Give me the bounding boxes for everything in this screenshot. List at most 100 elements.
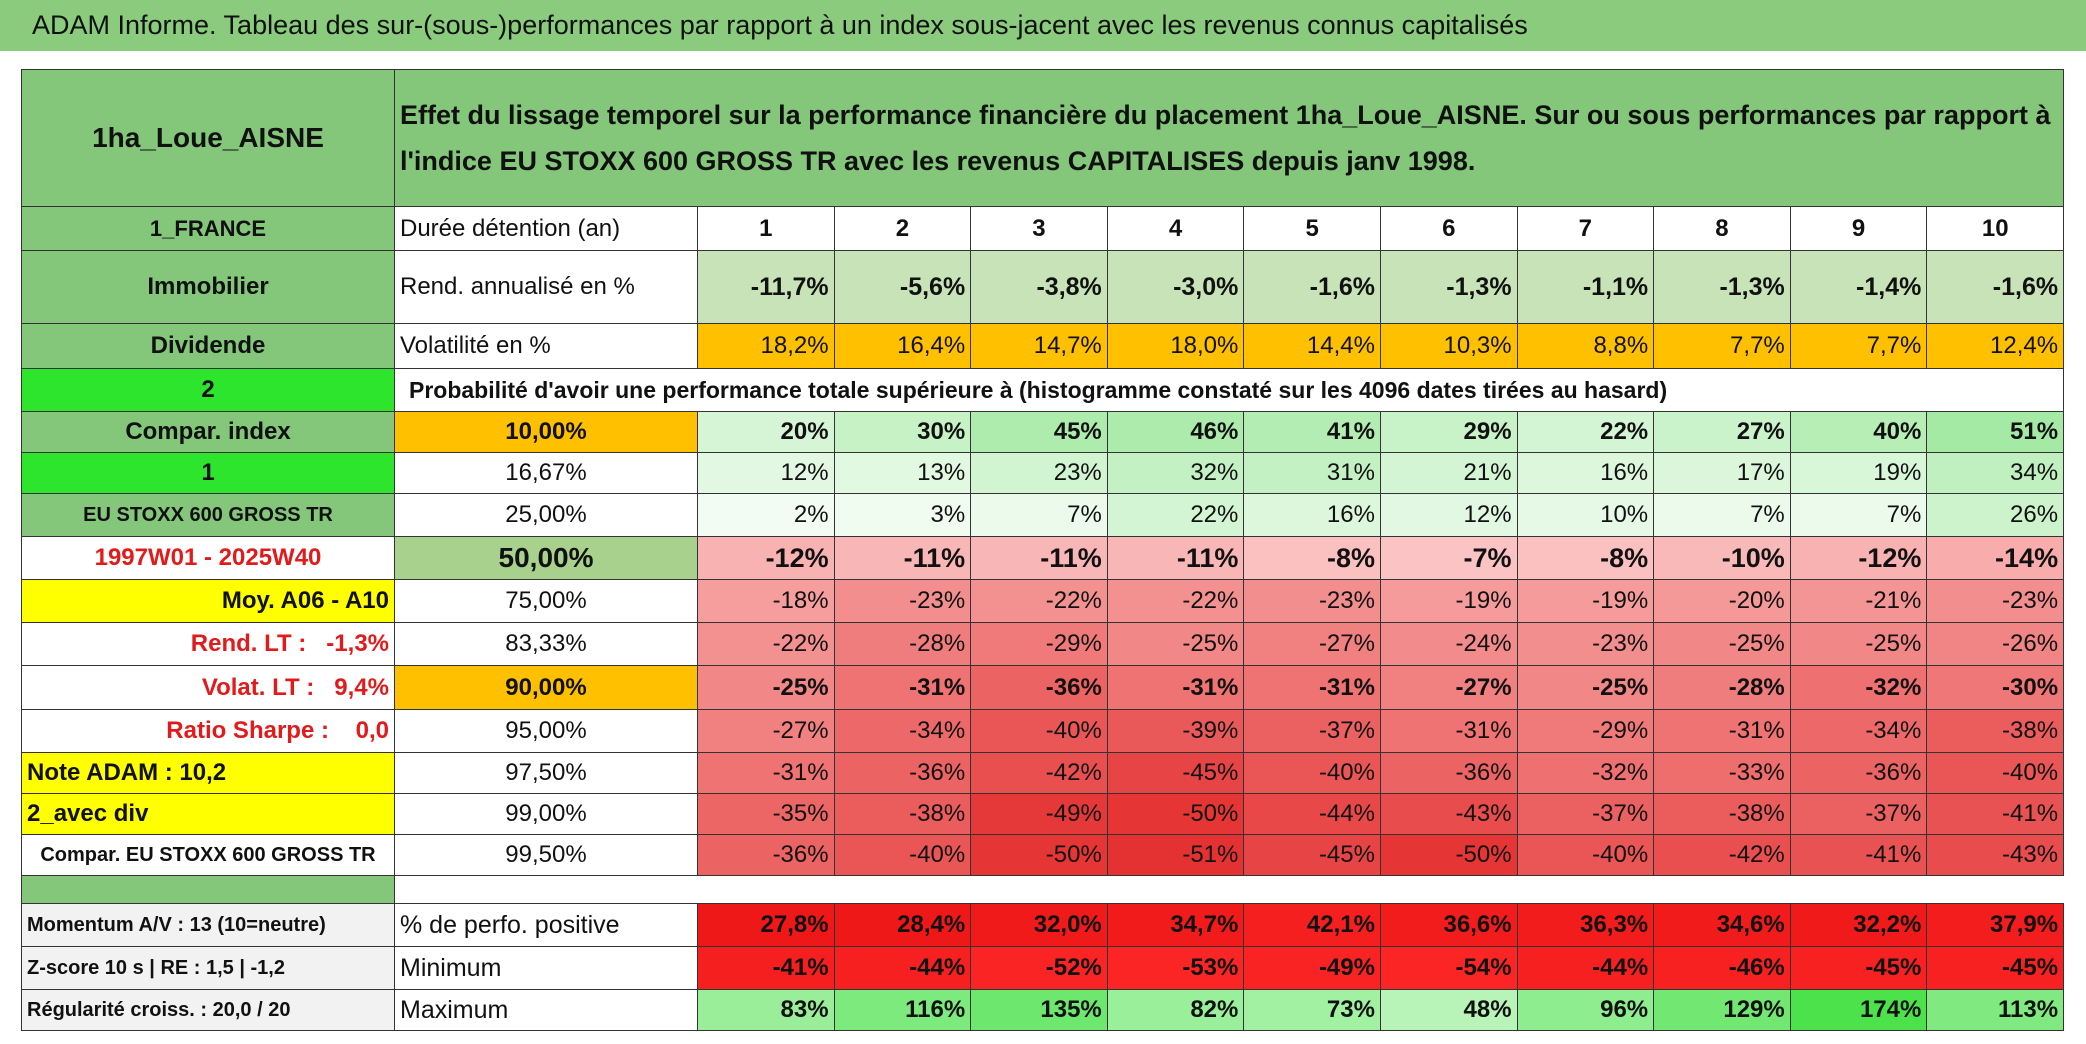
value-cell: -40% xyxy=(1516,834,1655,876)
value-cell: 51% xyxy=(1926,411,2065,453)
row-level: 99,50% xyxy=(394,834,698,876)
value-cell: -42% xyxy=(1653,834,1791,876)
row-label: Rend. LT : -1,3% xyxy=(21,622,395,666)
value-cell: 116% xyxy=(833,989,972,1031)
value-cell: -49% xyxy=(1243,946,1381,990)
value-cell: -1,3% xyxy=(1379,250,1518,324)
value-cell: -25% xyxy=(1516,665,1655,710)
value-cell: -26% xyxy=(1926,622,2065,666)
value-cell: -28% xyxy=(833,622,972,666)
spacer xyxy=(21,875,395,904)
value-cell: 28,4% xyxy=(833,903,972,947)
value-cell: 135% xyxy=(970,989,1108,1031)
row-level: 97,50% xyxy=(394,752,698,794)
value-cell: 82% xyxy=(1106,989,1245,1031)
value-cell: -42% xyxy=(970,752,1108,794)
value-cell: 6 xyxy=(1379,206,1518,251)
value-cell: 129% xyxy=(1653,989,1791,1031)
row-label: Volat. LT : 9,4% xyxy=(21,665,395,710)
value-cell: -43% xyxy=(1379,793,1518,835)
value-cell: -43% xyxy=(1926,834,2065,876)
value-cell: -1,1% xyxy=(1516,250,1655,324)
value-cell: 19% xyxy=(1789,452,1928,494)
value-cell: -5,6% xyxy=(833,250,972,324)
footer-measure: Minimum xyxy=(394,946,698,990)
value-cell: 13% xyxy=(833,452,972,494)
value-cell: -31% xyxy=(833,665,972,710)
row-label: 1 xyxy=(21,452,395,494)
value-cell: -25% xyxy=(1653,622,1791,666)
value-cell: -40% xyxy=(970,709,1108,753)
table-row: Ratio Sharpe : 0,0 95,00% -27% -34% -40% -39%… xyxy=(21,709,2065,753)
value-cell: 10% xyxy=(1516,493,1655,537)
footer-measure: % de perfo. positive xyxy=(394,903,698,947)
row-level: 99,00% xyxy=(394,793,698,835)
value-cell: -22% xyxy=(697,622,835,666)
value-cell: -45% xyxy=(1789,946,1928,990)
row-label: EU STOXX 600 GROSS TR xyxy=(21,493,395,537)
value-cell: 31% xyxy=(1243,452,1381,494)
value-cell: -28% xyxy=(1653,665,1791,710)
header-text: Effet du lissage temporel sur la perform… xyxy=(393,69,2065,207)
value-cell: -51% xyxy=(1106,834,1245,876)
value-cell: -1,3% xyxy=(1653,250,1791,324)
value-cell: -36% xyxy=(833,752,972,794)
value-cell: 12% xyxy=(697,452,835,494)
row-level: 83,33% xyxy=(394,622,698,666)
value-cell: 29% xyxy=(1379,411,1518,453)
row-label: Ratio Sharpe : 0,0 xyxy=(21,709,395,753)
value-cell: 10,3% xyxy=(1379,323,1518,369)
value-cell: -46% xyxy=(1653,946,1791,990)
value-cell: 26% xyxy=(1926,493,2065,537)
value-cell: 27,8% xyxy=(697,903,835,947)
row-level: 75,00% xyxy=(394,579,698,623)
value-cell: -31% xyxy=(1379,709,1518,753)
value-cell: -40% xyxy=(1243,752,1381,794)
row-level: 16,67% xyxy=(394,452,698,494)
value-cell: 21% xyxy=(1379,452,1518,494)
value-cell: -49% xyxy=(970,793,1108,835)
value-cell: -12% xyxy=(1789,536,1928,580)
value-cell: -27% xyxy=(1379,665,1518,710)
value-cell: 8,8% xyxy=(1516,323,1655,369)
row-label: Compar. index xyxy=(21,411,395,453)
value-cell: -50% xyxy=(970,834,1108,876)
row-level: 90,00% xyxy=(394,665,698,710)
value-cell: -7% xyxy=(1379,536,1518,580)
value-cell: -44% xyxy=(1243,793,1381,835)
row-level: 50,00% xyxy=(394,536,698,580)
table-row: 2_avec div 99,00% -35% -38% -49% -50% -44% -43%… xyxy=(21,793,2065,835)
value-cell: 18,2% xyxy=(697,323,835,369)
value-cell: -29% xyxy=(970,622,1108,666)
value-cell: -41% xyxy=(1789,834,1928,876)
table-row: 1ha_Loue_AISNE Effet du lissage temporel … xyxy=(21,69,2065,207)
table-row: Note ADAM : 10,2 97,50% -31% -36% -42% -45% -4… xyxy=(21,752,2065,794)
value-cell: -22% xyxy=(1106,579,1245,623)
row-label: 2_avec div xyxy=(21,793,395,835)
value-cell: -18% xyxy=(697,579,835,623)
value-cell: 10 xyxy=(1926,206,2065,251)
value-cell: 9 xyxy=(1789,206,1928,251)
value-cell: -31% xyxy=(1106,665,1245,710)
value-cell: -8% xyxy=(1243,536,1381,580)
value-cell: -20% xyxy=(1653,579,1791,623)
value-cell: 42,1% xyxy=(1243,903,1381,947)
value-cell: -3,0% xyxy=(1106,250,1245,324)
value-cell: -19% xyxy=(1516,579,1655,623)
table-row: 2 Probabilité d'avoir une performance tot… xyxy=(21,368,2065,412)
value-cell: -23% xyxy=(1516,622,1655,666)
value-cell: 7% xyxy=(970,493,1108,537)
table-row xyxy=(21,875,2064,904)
value-cell: -34% xyxy=(833,709,972,753)
value-cell: -25% xyxy=(697,665,835,710)
page-title: ADAM Informe. Tableau des sur-(sous-)per… xyxy=(0,0,2086,51)
value-cell: -37% xyxy=(1789,793,1928,835)
table-row: Compar. EU STOXX 600 GROSS TR 99,50% -36% -… xyxy=(21,834,2065,876)
value-cell: -36% xyxy=(1789,752,1928,794)
value-cell: -1,6% xyxy=(1243,250,1381,324)
value-cell: -1,4% xyxy=(1789,250,1928,324)
value-cell: 8 xyxy=(1653,206,1791,251)
value-cell: -11% xyxy=(1106,536,1245,580)
value-cell: -34% xyxy=(1789,709,1928,753)
